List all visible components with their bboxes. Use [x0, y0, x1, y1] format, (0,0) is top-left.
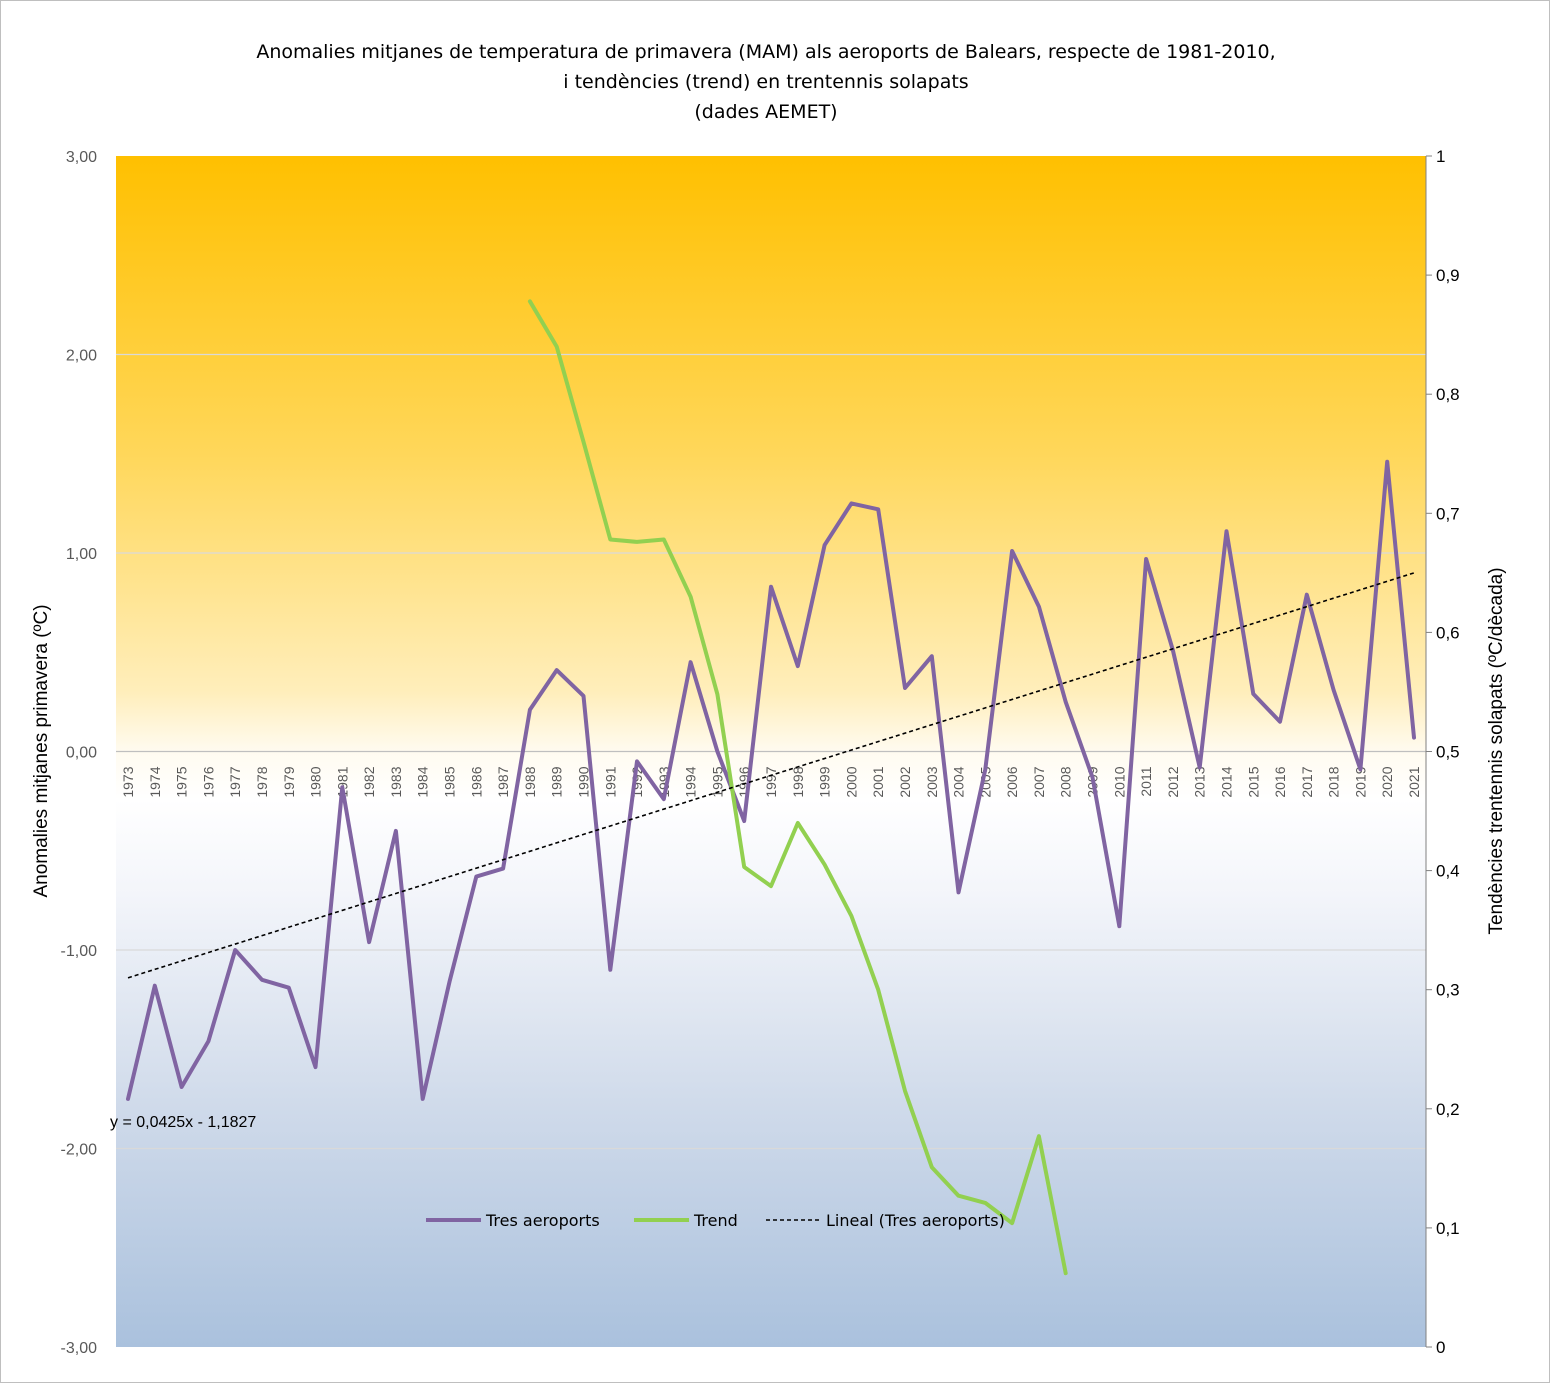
- x-tick-label: 2010: [1111, 766, 1127, 797]
- y-tick-label: 3,00: [66, 149, 97, 166]
- y-tick-label: -1,00: [61, 943, 98, 960]
- x-tick-label: 2018: [1326, 766, 1342, 797]
- x-tick-label: 1991: [602, 766, 618, 797]
- legend-item-trend: Trend: [634, 1211, 738, 1230]
- chart-title-line-3: (dades AEMET): [694, 101, 837, 123]
- x-tick-label: 1979: [281, 766, 297, 797]
- x-tick-label: 2021: [1406, 766, 1422, 797]
- legend-label: Trend: [693, 1211, 738, 1230]
- x-tick-label: 1997: [763, 766, 779, 797]
- x-tick-label: 1976: [200, 766, 216, 797]
- y2-tick-label: 0: [1436, 1338, 1445, 1357]
- y2-tick-label: 0,9: [1436, 266, 1460, 285]
- y-tick-label: -3,00: [61, 1340, 98, 1357]
- gridlines: [116, 353, 1426, 1150]
- y2-tick-label: 0,5: [1436, 743, 1460, 762]
- legend-item-linear-trend: Lineal (Tres aeroports): [766, 1211, 1005, 1230]
- right-axis-ticks: 1 0,9 0,8 0,7 0,6 0,5 0,4 0,3 0,2 0,1 0: [1426, 147, 1460, 1357]
- left-axis-title: Anomalies mitjanes primavera (ºC): [31, 604, 52, 897]
- x-tick-label: 2000: [843, 766, 859, 797]
- x-tick-label: 2007: [1031, 766, 1047, 797]
- x-tick-label: 1985: [442, 766, 458, 797]
- series-group: [126, 299, 1416, 1276]
- y2-tick-label: 1: [1436, 147, 1445, 166]
- y2-tick-label: 0,2: [1436, 1100, 1460, 1119]
- x-tick-label: 1999: [817, 766, 833, 797]
- y-tick-label: 2,00: [66, 348, 97, 365]
- y2-tick-label: 0,3: [1436, 981, 1460, 1000]
- y-tick-label: -2,00: [61, 1142, 98, 1159]
- chart-title-line-2: i tendències (trend) en trentennis solap…: [563, 71, 968, 93]
- left-axis-ticks: 3,00 2,00 1,00 0,00 -1,00 -2,00 -3,00: [61, 149, 98, 1357]
- x-tick-label: 1983: [388, 766, 404, 797]
- x-tick-label: 2006: [1004, 766, 1020, 797]
- x-tick-label: 1994: [683, 766, 699, 797]
- trendline-equation: y = 0,0425x - 1,1827: [110, 1114, 256, 1131]
- x-tick-label: 2012: [1165, 766, 1181, 797]
- y2-tick-label: 0,1: [1436, 1219, 1460, 1238]
- x-axis-year-labels: 1973 1974 1975 1976 1977 1978 1979 1980 1981 1982…: [120, 766, 1422, 797]
- x-tick-label: 1973: [120, 766, 136, 797]
- x-tick-label: 1998: [790, 766, 806, 797]
- x-tick-label: 2008: [1058, 766, 1074, 797]
- x-tick-label: 1995: [709, 766, 725, 797]
- legend-label: Tres aeroports: [485, 1211, 600, 1230]
- x-tick-label: 2019: [1352, 766, 1368, 797]
- x-tick-label: 1988: [522, 766, 538, 797]
- x-tick-label: 2016: [1272, 766, 1288, 797]
- y2-tick-label: 0,8: [1436, 385, 1460, 404]
- y-tick-label: 0,00: [66, 745, 97, 762]
- x-tick-label: 1987: [495, 766, 511, 797]
- x-tick-label: 1974: [147, 766, 163, 797]
- x-tick-label: 1981: [334, 766, 350, 797]
- x-tick-label: 2017: [1299, 766, 1315, 797]
- x-tick-label: 1986: [468, 766, 484, 797]
- x-tick-label: 1980: [308, 766, 324, 797]
- y2-tick-label: 0,4: [1436, 862, 1460, 881]
- x-tick-label: 2015: [1245, 766, 1261, 797]
- right-axis-title: Tendències trentennis solapats (ºC/dècad…: [1486, 567, 1507, 934]
- series-line-linear-trend: [127, 572, 1415, 979]
- chart-title: Anomalies mitjanes de temperatura de pri…: [256, 41, 1275, 123]
- legend: Tres aeroports Trend Lineal (Tres aeroport…: [426, 1211, 1005, 1230]
- y-tick-label: 1,00: [66, 546, 97, 563]
- x-tick-label: 2001: [870, 766, 886, 797]
- x-tick-label: 2004: [951, 766, 967, 797]
- y2-tick-label: 0,7: [1436, 504, 1460, 523]
- x-tick-label: 2003: [924, 766, 940, 797]
- y2-tick-label: 0,6: [1436, 623, 1460, 642]
- x-tick-label: 2002: [897, 766, 913, 797]
- legend-label: Lineal (Tres aeroports): [826, 1211, 1005, 1230]
- x-tick-label: 1990: [575, 766, 591, 797]
- legend-item-tres-aeroports: Tres aeroports: [426, 1211, 600, 1230]
- x-tick-label: 1975: [174, 766, 190, 797]
- x-tick-label: 1978: [254, 766, 270, 797]
- x-tick-label: 1989: [549, 766, 565, 797]
- x-tick-label: 2013: [1192, 766, 1208, 797]
- x-tick-label: 1984: [415, 766, 431, 797]
- x-tick-label: 2011: [1138, 766, 1154, 796]
- x-tick-label: 2020: [1379, 766, 1395, 797]
- chart-title-line-1: Anomalies mitjanes de temperatura de pri…: [256, 41, 1275, 63]
- x-tick-label: 1977: [227, 766, 243, 797]
- x-tick-label: 2014: [1218, 766, 1234, 797]
- x-tick-label: 1982: [361, 766, 377, 797]
